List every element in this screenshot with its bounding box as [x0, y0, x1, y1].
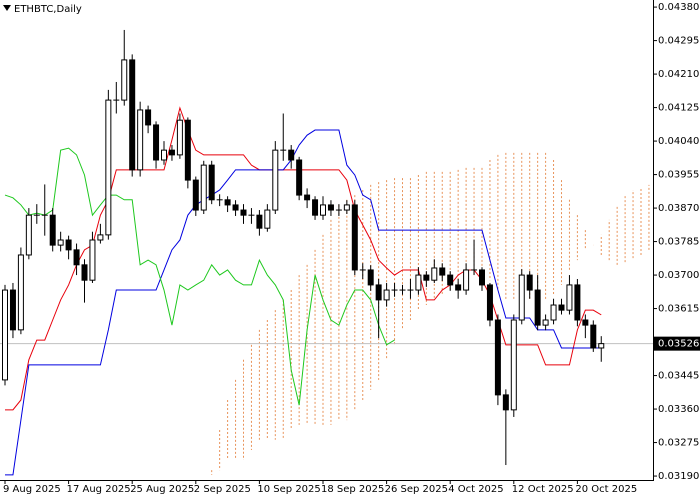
symbol-icon [3, 5, 11, 11]
candle-body [447, 274, 454, 286]
y-tick-label: 0.03445 [658, 371, 699, 382]
candle-body [17, 254, 24, 331]
candle-body [2, 289, 8, 381]
last-price-label: 0.03526 [658, 339, 699, 350]
candle-body [240, 209, 247, 216]
indicator-line [4, 147, 395, 406]
candle-body [590, 324, 597, 349]
candle-body [168, 149, 175, 156]
candle-body [542, 319, 549, 326]
candle-body [367, 269, 374, 286]
y-tick-label: 0.03190 [658, 471, 699, 482]
candle-body [176, 119, 183, 156]
candle-body [105, 99, 112, 236]
candle-body [431, 267, 438, 281]
candle-body [97, 234, 104, 241]
candle-body [439, 267, 446, 276]
candle-body [153, 124, 160, 161]
candle-body [192, 179, 199, 211]
candle-body [494, 319, 501, 396]
candle-body [534, 289, 541, 326]
candle-body [455, 284, 462, 291]
y-tick-label: 0.04295 [658, 36, 699, 47]
candle-body [598, 343, 605, 349]
candle-body [137, 109, 144, 171]
candle-body [479, 269, 485, 286]
x-tick-label: 2 Sep 2025 [194, 484, 251, 495]
y-tick-label: 0.04380 [658, 2, 699, 13]
candle-body [208, 164, 215, 201]
x-tick-label: 12 Oct 2025 [512, 484, 574, 495]
candle-body [574, 284, 581, 321]
candle-body [73, 249, 80, 266]
x-tick-label: 10 Sep 2025 [257, 484, 320, 495]
candle-body [510, 319, 517, 411]
candle-body [320, 204, 326, 216]
candle-body [49, 214, 56, 246]
candle-body [582, 319, 589, 326]
candle-body [184, 119, 191, 181]
candle-body [304, 194, 311, 201]
x-tick-label: 9 Aug 2025 [3, 484, 61, 495]
candle-body [327, 204, 334, 211]
candle-body [256, 214, 263, 229]
candle-body [81, 264, 88, 281]
x-tick-label: 26 Sep 2025 [385, 484, 448, 495]
candle-body [518, 274, 525, 321]
y-tick-label: 0.03785 [658, 237, 699, 248]
indicator-line [5, 106, 602, 411]
candle-body [550, 304, 557, 321]
chart-title: ETHBTC,Daily [14, 4, 82, 15]
candle-body [375, 284, 382, 301]
x-tick-label: 18 Sep 2025 [321, 484, 384, 495]
candle-body [89, 239, 96, 281]
candle-body [526, 274, 533, 291]
candle-body [343, 204, 350, 211]
y-tick-label: 0.03870 [658, 203, 699, 214]
candle-body [558, 304, 565, 311]
candle-body [566, 284, 573, 311]
candle-body [121, 59, 128, 101]
candle-body [161, 149, 167, 161]
y-tick-label: 0.03955 [658, 170, 699, 181]
candle-body [415, 274, 422, 291]
candle-body [463, 269, 470, 291]
candle-body [312, 199, 319, 216]
candle-body [296, 159, 303, 196]
candle-body [224, 199, 231, 206]
candle-body [9, 289, 16, 331]
x-tick-label: 17 Aug 2025 [67, 484, 131, 495]
candle-body [232, 204, 239, 211]
candle-body [383, 289, 390, 301]
y-tick-label: 0.04210 [658, 69, 699, 80]
candle-body [25, 214, 32, 256]
y-tick-label: 0.03700 [658, 270, 699, 281]
candle-body [351, 204, 358, 271]
y-tick-label: 0.03360 [658, 404, 699, 415]
candle-body [272, 149, 279, 211]
candle-body [502, 394, 509, 411]
candle-body [486, 284, 493, 321]
x-tick-label: 25 Aug 2025 [130, 484, 194, 495]
x-tick-label: 20 Oct 2025 [575, 484, 637, 495]
candle-body [129, 59, 136, 171]
candle-body [200, 164, 207, 211]
candle-body [423, 274, 430, 281]
y-tick-label: 0.03615 [658, 304, 699, 315]
last-price-box [654, 336, 700, 351]
y-tick-label: 0.03275 [658, 438, 699, 449]
candle-body [57, 239, 64, 246]
candle-body [65, 239, 72, 251]
candle-body [145, 109, 152, 126]
y-tick-label: 0.04125 [658, 103, 699, 114]
indicator-line [5, 129, 602, 476]
candle-body [264, 209, 271, 229]
x-tick-label: 4 Oct 2025 [448, 484, 503, 495]
y-tick-label: 0.04040 [658, 136, 699, 147]
candle-body [288, 149, 295, 161]
